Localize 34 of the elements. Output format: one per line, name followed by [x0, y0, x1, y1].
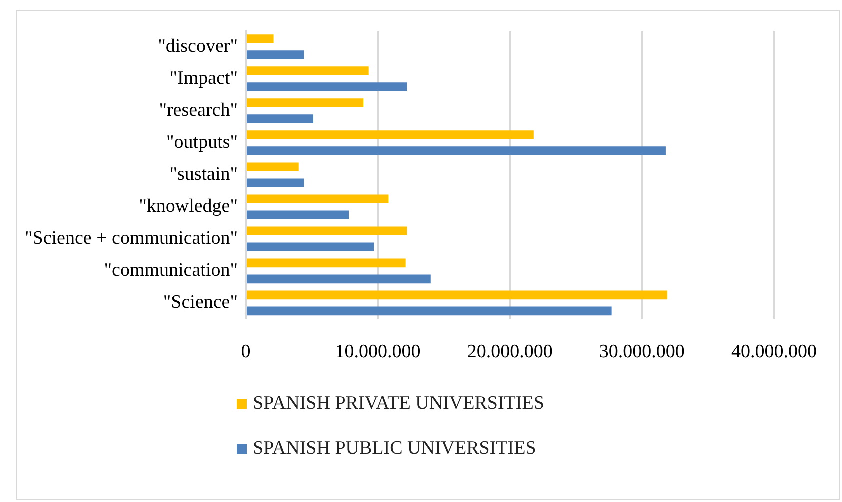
bar [247, 66, 369, 76]
x-tick-label: 40.000.000 [732, 342, 817, 363]
y-tick-label: "sustain" [170, 164, 238, 186]
bar [247, 82, 408, 92]
x-tick-label: 10.000.000 [335, 342, 421, 363]
bar [247, 146, 666, 156]
bar [247, 178, 304, 188]
y-tick-label: "outputs" [166, 132, 238, 154]
bar [247, 162, 299, 172]
bar [247, 130, 534, 140]
bar [247, 226, 408, 236]
bar [247, 114, 314, 124]
y-tick-label: "knowledge" [139, 196, 238, 218]
bar [247, 258, 406, 268]
bar [247, 306, 612, 316]
x-tick-label: 30.000.000 [599, 342, 685, 363]
bar [247, 274, 431, 284]
bar [247, 50, 304, 60]
y-tick-label: "Science" [163, 292, 238, 314]
y-tick-label: "Impact" [170, 68, 238, 90]
legend-label: SPANISH PUBLIC UNIVERSITIES [253, 438, 536, 460]
y-tick-label: "research" [159, 100, 238, 122]
x-tick-label: 0 [241, 342, 251, 363]
legend-label: SPANISH PRIVATE UNIVERSITIES [253, 392, 544, 414]
y-tick-label: "discover" [158, 36, 238, 57]
x-tick-label: 20.000.000 [467, 342, 553, 363]
bar [247, 242, 374, 252]
bar [247, 194, 389, 204]
y-tick-label: "Science + communication" [25, 228, 238, 250]
bar [247, 290, 668, 300]
y-tick-label: "communication" [104, 260, 238, 282]
bar [247, 210, 350, 220]
bar [247, 34, 274, 44]
bar [247, 98, 364, 108]
